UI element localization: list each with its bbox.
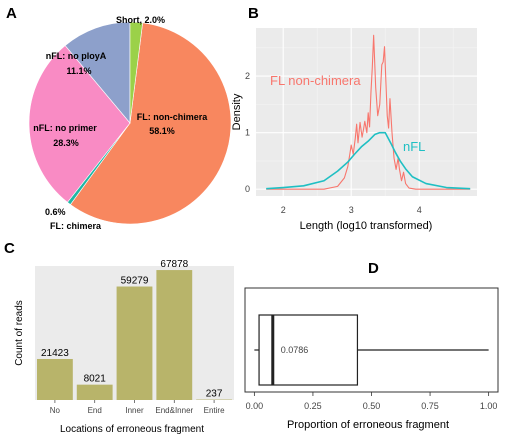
panel-letter-c: C [4, 240, 15, 257]
density-y-tick-label: 2 [245, 71, 250, 81]
pie-label-short: Short, 2.0% [116, 15, 165, 25]
density-line-nfl [266, 131, 471, 190]
density-line-fl-non-chimera [266, 34, 471, 190]
box-x-tick-label: 0.25 [304, 401, 322, 411]
pie-label-chimera-value: 0.6% [45, 207, 66, 217]
density-chart-panel: B 2 3 4 0 1 2 Length (log10 transformed) Dens… [231, 5, 477, 232]
density-y-axis-title: Density [231, 93, 243, 130]
bar-end [76, 384, 113, 400]
pie-label-no-primer-name: nFL: no primer [33, 123, 97, 133]
box-plot-ticks: 0.00 0.25 0.50 0.75 1.00 [246, 392, 498, 411]
pie-slice-nfl-no-primer [28, 45, 131, 203]
density-x-tick-label: 4 [417, 205, 422, 215]
bar-chart-panel: C 21423 8021 59279 67878 237 No End Inner End&I… [4, 240, 234, 435]
series-label-nfl: nFL [403, 139, 425, 154]
bar-x-tick-label: Entire [204, 406, 225, 415]
bar-x-axis-title: Locations of erroneous fragment [60, 424, 204, 435]
bar-inner [116, 286, 153, 400]
bar-no [36, 358, 73, 400]
box-x-axis-title: Proportion of erroneous fragment [287, 419, 449, 431]
density-plot-background [256, 28, 477, 196]
density-y-tick-label: 1 [245, 128, 250, 138]
pie-slice-nfl-no-ploya [64, 21, 131, 124]
density-y-tick-label: 0 [245, 184, 250, 194]
box-plot-panel: D 0.0786 0.00 0.25 0.50 0.75 1.00 Proportion… [244, 260, 499, 431]
density-lines [266, 34, 471, 190]
box-x-tick-label: 0.50 [363, 401, 381, 411]
bar-value-label: 237 [206, 389, 223, 400]
pie-labels: FL: non-chimera 58.1% nFL: no primer 28.… [33, 15, 208, 231]
pie-label-fl-non-chimera-value: 58.1% [149, 126, 175, 136]
bar-x-tick-label: End&Inner [155, 406, 193, 415]
density-x-tick-label: 2 [281, 205, 286, 215]
panel-letter-d: D [368, 260, 379, 277]
box-median-label: 0.0786 [281, 345, 309, 355]
panel-letter-b: B [248, 5, 259, 22]
bar-end-inner [156, 270, 193, 400]
bar-value-label: 21423 [41, 348, 69, 359]
pie-label-fl-non-chimera-name: FL: non-chimera [137, 112, 208, 122]
box-x-tick-label: 1.00 [480, 401, 498, 411]
pie-label-chimera-name: FL: chimera [50, 221, 102, 231]
bar-x-tick-label: No [50, 406, 61, 415]
pie-label-no-polya-name: nFL: no ployA [46, 51, 107, 61]
bar-value-label: 8021 [84, 374, 107, 385]
bar-x-tick-label: Inner [125, 406, 144, 415]
pie-label-no-primer-value: 28.3% [53, 138, 79, 148]
pie-label-no-polya-value: 11.1% [66, 66, 91, 76]
bar-y-axis-title: Count of reads [14, 300, 25, 366]
bar-ticks: No End Inner End&Inner Entire [50, 400, 225, 415]
bar-x-tick-label: End [88, 406, 102, 415]
density-x-axis-title: Length (log10 transformed) [300, 220, 433, 232]
bar-value-label: 59279 [121, 276, 149, 287]
bar-marks: 21423 8021 59279 67878 237 [36, 259, 233, 400]
bar-value-label: 67878 [160, 259, 188, 270]
pie-slices [28, 21, 232, 225]
pie-slice-short [129, 21, 143, 124]
box-x-tick-label: 0.75 [421, 401, 439, 411]
pie-slice-fl-non-chimera [70, 22, 232, 225]
box-body [258, 314, 359, 386]
density-ticks: 2 3 4 0 1 2 [245, 71, 422, 215]
box-plot-marks: 0.0786 [254, 314, 489, 386]
series-label-fl-non-chimera: FL non-chimera [270, 73, 361, 88]
pie-chart-panel: A FL: non-chimera 58.1% nFL: no primer 2… [6, 5, 232, 231]
box-x-tick-label: 0.00 [246, 401, 264, 411]
density-x-tick-label: 3 [349, 205, 354, 215]
panel-letter-a: A [6, 5, 17, 22]
